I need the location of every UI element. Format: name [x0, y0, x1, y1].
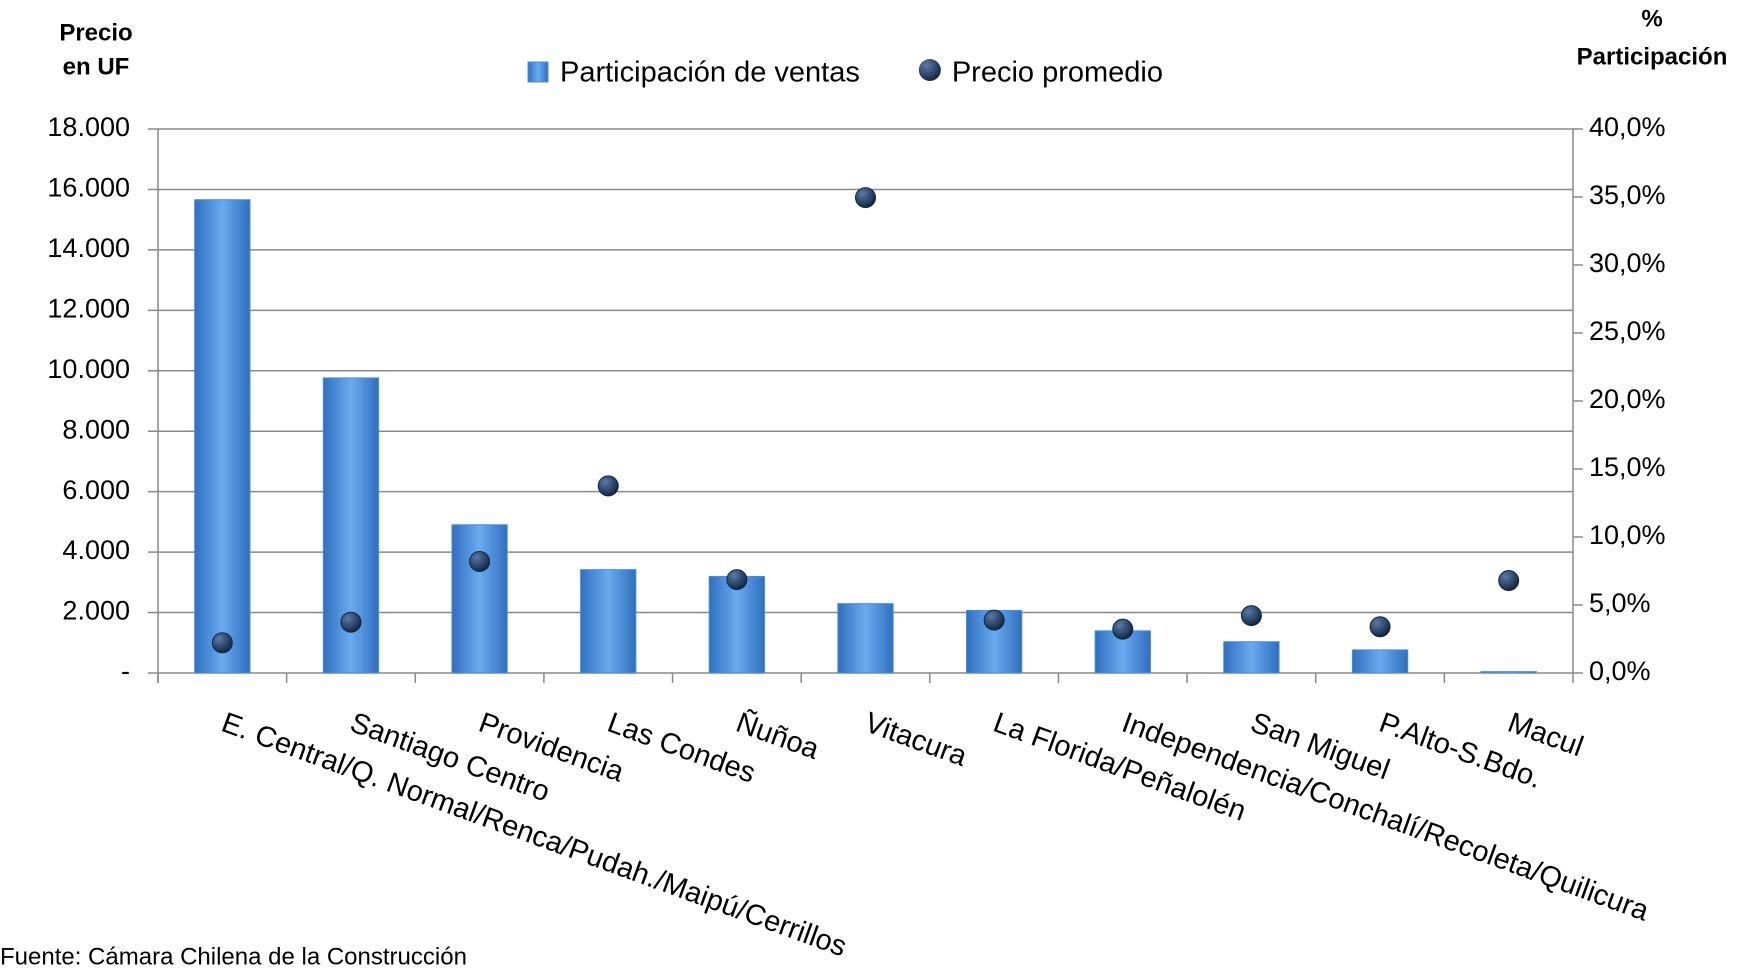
point [726, 569, 748, 591]
y-tick-label: - [121, 656, 130, 686]
y-tick-label: 16.000 [47, 173, 130, 203]
point [340, 611, 362, 633]
y2-tick-label: 10,0% [1589, 520, 1666, 550]
y2-tick-label: 40,0% [1589, 112, 1666, 142]
x-tick-label: Vitacura [860, 707, 971, 774]
bar [194, 199, 251, 674]
legend-label: Precio promedio [952, 57, 1163, 89]
y2-tick-label: 30,0% [1589, 248, 1666, 278]
y-tick-label: 18.000 [47, 112, 130, 142]
point [1112, 618, 1134, 640]
y2-tick-label: 0,0% [1589, 656, 1651, 686]
legend-swatch [527, 61, 549, 83]
point [983, 609, 1005, 631]
bar [708, 575, 766, 674]
point [1498, 570, 1520, 592]
point [211, 632, 233, 654]
bar [837, 603, 894, 674]
y-tick-label: 2.000 [62, 596, 130, 626]
bar [580, 569, 637, 674]
y-tick-label: 12.000 [47, 293, 130, 323]
y-axis-title: Precio [59, 19, 132, 46]
y2-tick-label: 15,0% [1589, 452, 1666, 482]
point [855, 187, 876, 209]
point [1369, 616, 1391, 638]
y-tick-label: 8.000 [62, 414, 130, 444]
y2-tick-label: 20,0% [1589, 384, 1666, 414]
y-tick-label: 14.000 [47, 233, 130, 263]
bar [451, 524, 508, 674]
y-tick-label: 10.000 [47, 354, 130, 384]
legend-label: Participación de ventas [560, 57, 860, 89]
y2-tick-label: 35,0% [1589, 180, 1666, 210]
point [1240, 605, 1262, 627]
y-axis-title: en UF [63, 53, 130, 80]
y2-tick-label: 25,0% [1589, 316, 1666, 346]
y2-axis-title: Participación [1577, 43, 1728, 70]
bar [1480, 671, 1537, 674]
source-note: Fuente: Cámara Chilena de la Construcció… [0, 943, 467, 970]
y-tick-label: 6.000 [62, 475, 130, 505]
point [469, 550, 491, 572]
y-tick-label: 4.000 [62, 535, 130, 565]
legend-swatch [918, 59, 941, 81]
x-tick-label: Las Condes [603, 707, 759, 790]
y2-tick-label: 5,0% [1589, 588, 1651, 618]
y2-axis-title: % [1641, 5, 1662, 32]
bar [1351, 649, 1409, 674]
point [597, 475, 619, 497]
bar [1223, 641, 1280, 674]
